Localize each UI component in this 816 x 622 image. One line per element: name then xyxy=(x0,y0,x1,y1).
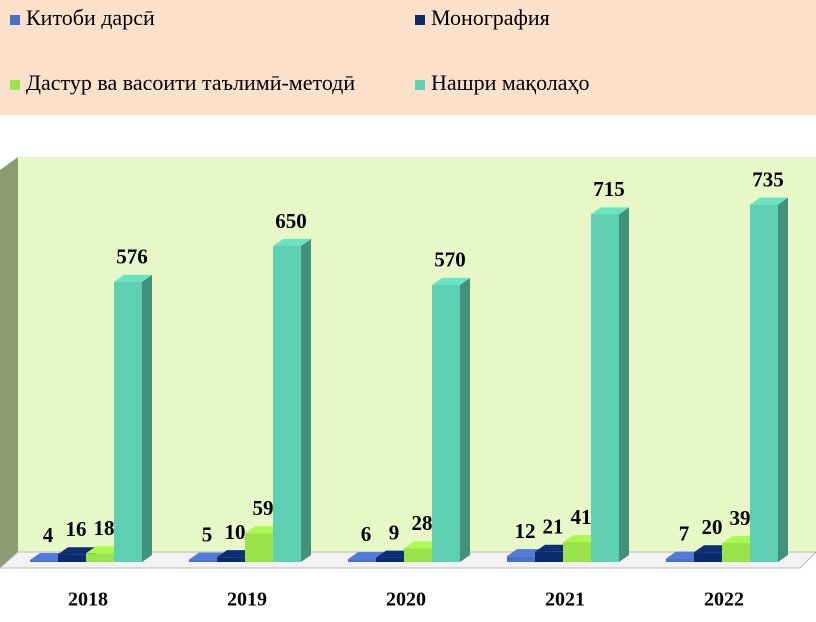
bar-top xyxy=(58,547,96,555)
legend-box xyxy=(0,0,816,115)
bar-top xyxy=(432,277,470,285)
side-wall xyxy=(0,157,18,568)
bar xyxy=(750,204,778,562)
data-label: 59 xyxy=(253,496,274,520)
bar-top xyxy=(114,274,152,282)
data-label: 9 xyxy=(389,520,400,544)
bar-side xyxy=(460,277,470,562)
data-label: 6 xyxy=(361,522,372,546)
bar xyxy=(86,553,114,562)
data-label: 20 xyxy=(702,515,723,539)
bar xyxy=(507,556,535,562)
legend-label: Китоби дарсӣ xyxy=(26,5,155,30)
bar xyxy=(348,559,376,562)
bar xyxy=(273,245,301,562)
data-label: 650 xyxy=(275,209,307,233)
bar-top xyxy=(750,197,788,205)
data-label: 7 xyxy=(679,521,690,545)
x-tick-label: 2022 xyxy=(704,589,744,611)
bar xyxy=(591,214,619,563)
legend-swatch xyxy=(10,80,20,90)
bar xyxy=(722,543,750,562)
data-label: 39 xyxy=(730,506,751,530)
data-label: 735 xyxy=(752,167,784,191)
data-label: 21 xyxy=(543,515,564,539)
data-label: 12 xyxy=(515,519,536,543)
bar xyxy=(432,284,460,562)
bar-side xyxy=(778,197,788,562)
bar xyxy=(535,551,563,562)
bar-side xyxy=(142,274,152,562)
bar xyxy=(30,560,58,562)
data-label: 41 xyxy=(571,505,592,529)
bar xyxy=(217,557,245,562)
data-label: 18 xyxy=(94,516,115,540)
bar xyxy=(666,558,694,562)
bar xyxy=(563,542,591,562)
data-label: 4 xyxy=(43,523,54,547)
legend-label: Нашри мақолаҳо xyxy=(431,70,590,95)
data-label: 16 xyxy=(66,517,87,541)
bar-top xyxy=(591,207,629,215)
x-tick-label: 2021 xyxy=(545,589,585,611)
bar xyxy=(404,548,432,562)
legend-swatch xyxy=(10,15,20,25)
legend-label: Монография xyxy=(431,5,550,30)
legend-swatch xyxy=(415,15,425,25)
bar xyxy=(114,281,142,562)
bar xyxy=(376,557,404,562)
data-label: 10 xyxy=(225,520,246,544)
bar xyxy=(694,552,722,562)
data-label: 5 xyxy=(202,522,213,546)
bar xyxy=(58,554,86,562)
data-label: 28 xyxy=(412,511,433,535)
bar-side xyxy=(619,207,629,563)
bar xyxy=(189,559,217,562)
x-tick-label: 2018 xyxy=(68,589,108,611)
x-tick-label: 2019 xyxy=(227,589,267,611)
bar-top xyxy=(273,238,311,246)
data-label: 576 xyxy=(116,245,148,269)
bar-side xyxy=(301,238,311,562)
data-label: 715 xyxy=(593,177,625,201)
bar xyxy=(245,533,273,562)
legend-swatch xyxy=(415,80,425,90)
data-label: 570 xyxy=(434,248,466,272)
legend-label: Дастур ва васоити таълимӣ-методӣ xyxy=(26,70,355,95)
x-tick-label: 2020 xyxy=(386,589,426,611)
